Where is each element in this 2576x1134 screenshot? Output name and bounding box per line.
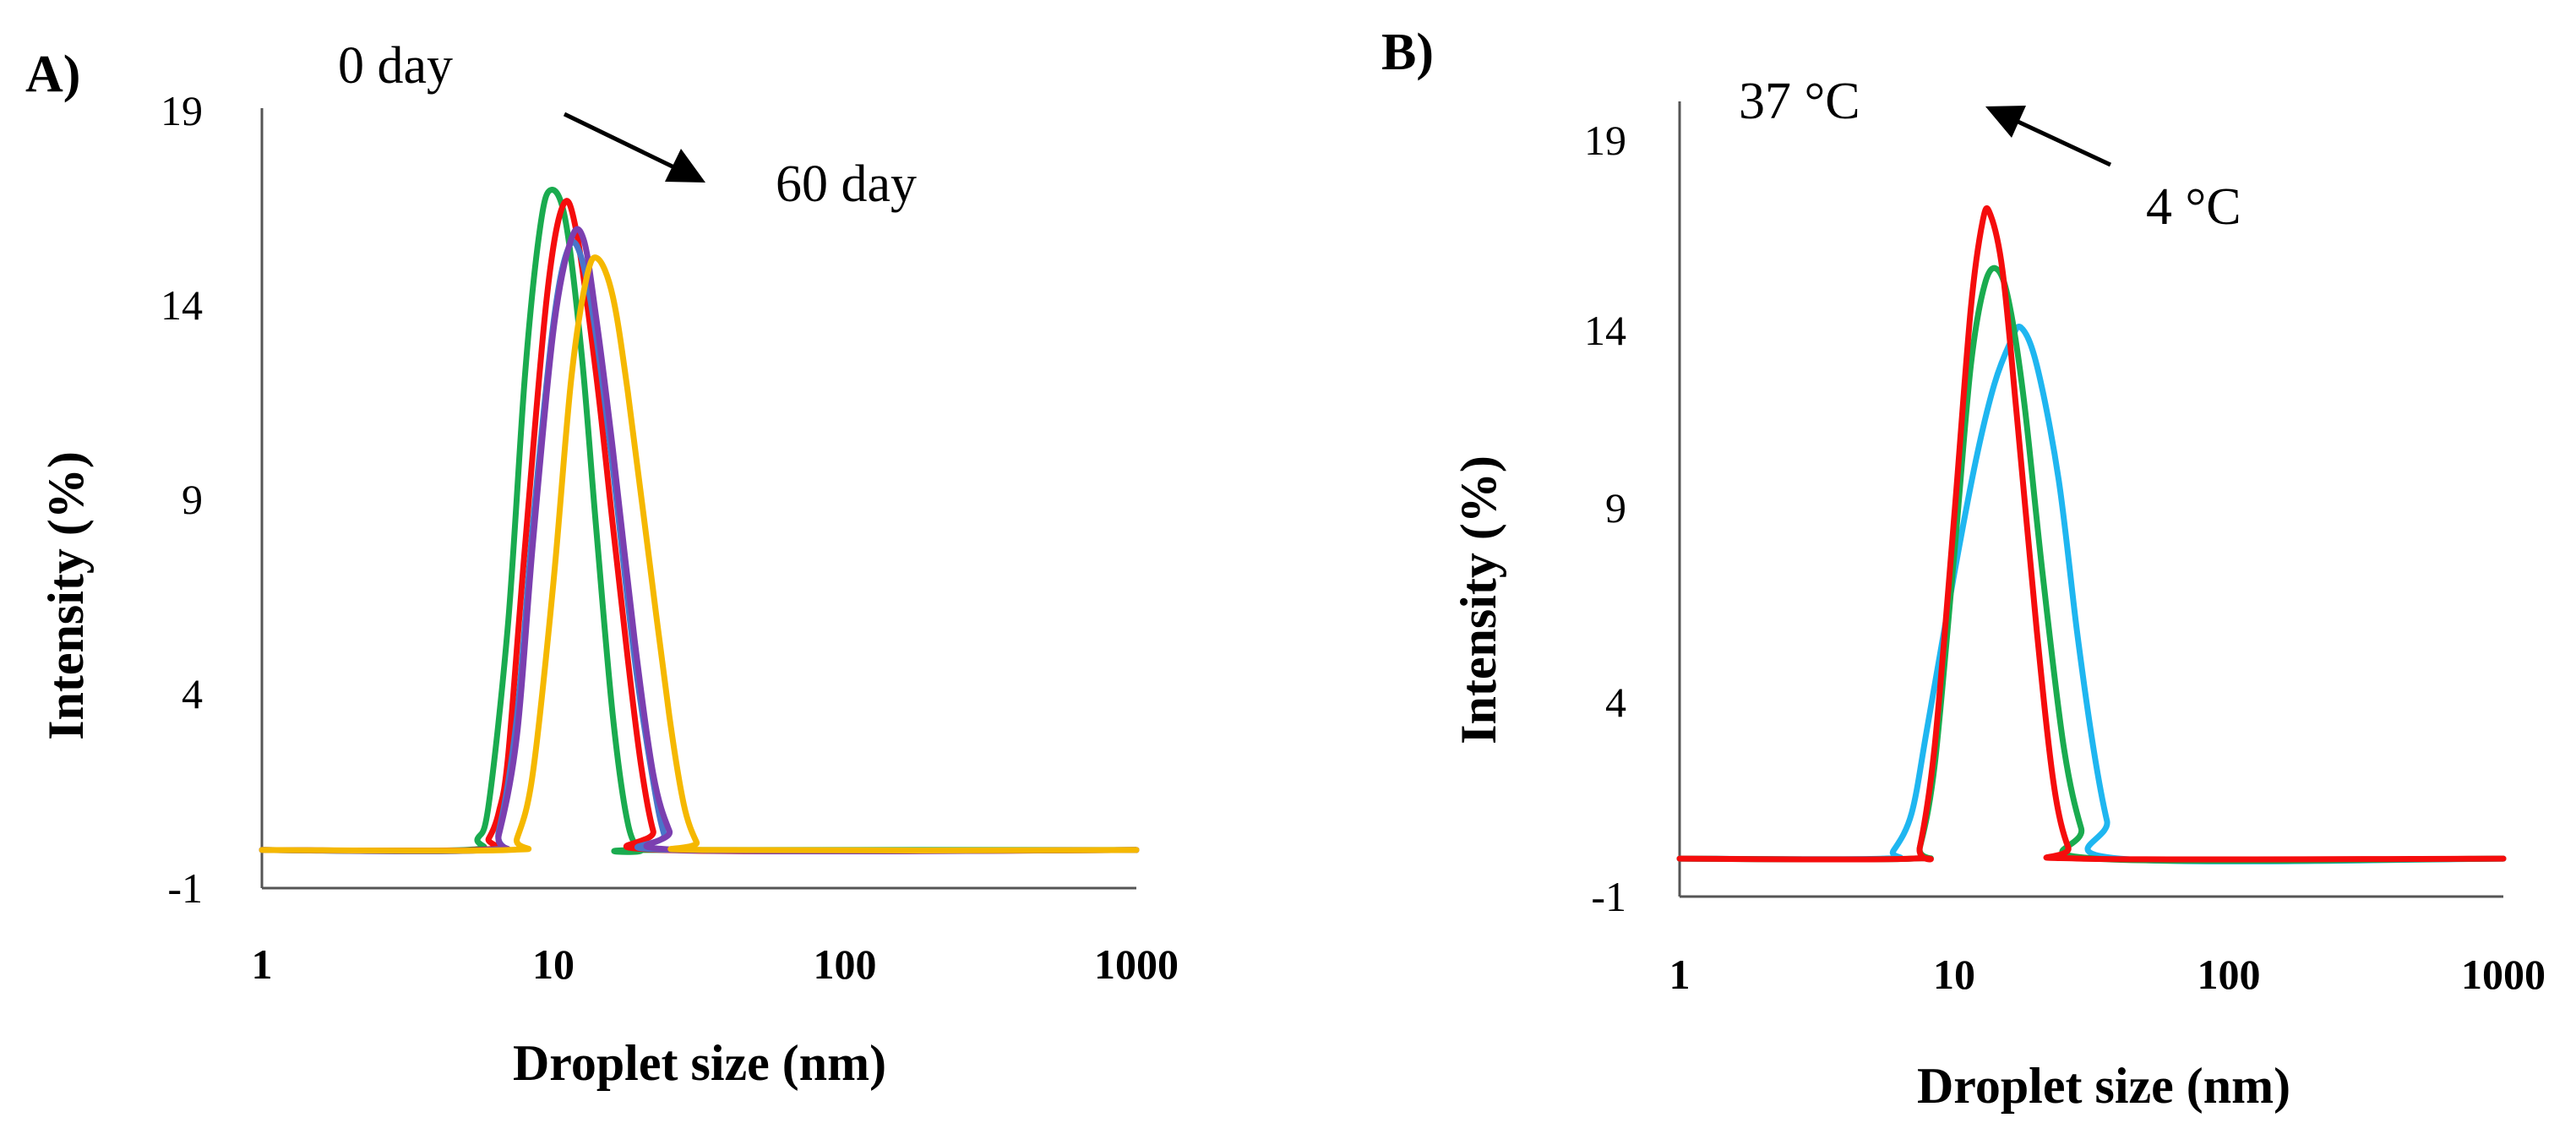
panel-b: B) Intensity (%) -1 4 9 14 19 1 10 100 1… [1381,24,2546,1114]
panel-a-series-line-red [259,198,1140,855]
panel-a-xtick-label: 100 [814,940,877,988]
panel-a: A) Intensity (%) -1 4 9 14 19 1 10 100 1… [25,37,1179,1091]
panel-a-xtick-labels: 1 10 100 1000 [252,940,1179,988]
annotation-start-label-b: 4 °C [2146,178,2241,236]
panel-b-ytick-label: 4 [1605,679,1626,726]
panel-b-series-line-red [1676,204,2507,863]
annotation-start-label-a: 0 day [338,37,453,95]
panel-b-ytick-label: -1 [1591,873,1626,920]
annotation-end-label-b: 37 °C [1739,73,1860,130]
panel-b-xtick-label: 1 [1669,951,1691,998]
panel-b-ytick-label: 19 [1584,117,1626,164]
panel-b-label: B) [1381,24,1434,81]
annotation-arrow-b [1985,106,2112,167]
panel-b-xtick-label: 100 [2197,951,2261,998]
panel-b-series-line-cyan [1676,324,2507,864]
panel-a-series-line-green [259,187,1140,855]
panel-b-ylabel: Intensity (%) [1451,455,1506,744]
annotation-end-label-a: 60 day [776,155,917,213]
panel-b-series-line-green [1676,264,2507,864]
panel-b-xtick-label: 1000 [2461,951,2546,998]
panel-a-series-group [259,187,1140,855]
panel-a-ytick-labels: -1 4 9 14 19 [161,87,203,912]
panel-b-series-group [1676,204,2507,864]
panel-b-xtick-label: 10 [1933,951,1975,998]
panel-a-series-line-blue [259,239,1140,855]
panel-a-xtick-label: 10 [532,940,575,988]
panel-b-ytick-labels: -1 4 9 14 19 [1584,117,1626,920]
panel-a-ylabel: Intensity (%) [38,451,94,740]
panel-b-ytick-label: 14 [1584,307,1626,354]
annotation-arrow-a [563,112,705,183]
panel-a-xtick-label: 1 [252,940,273,988]
panel-a-series-line-purple [259,226,1140,855]
panel-b-xtick-labels: 1 10 100 1000 [1669,951,2546,998]
panel-b-xlabel: Droplet size (nm) [1917,1058,2290,1114]
panel-a-series-line-yellow [259,254,1140,854]
panel-a-ytick-label: 9 [182,476,203,523]
panel-a-ytick-label: 4 [182,670,203,717]
panel-a-ytick-label: 19 [161,87,203,134]
panel-a-xtick-label: 1000 [1094,940,1179,988]
panel-a-ytick-label: 14 [161,281,203,329]
panel-b-ytick-label: 9 [1605,484,1626,532]
panel-a-xlabel: Droplet size (nm) [513,1035,886,1091]
panel-a-label: A) [25,46,80,103]
panel-a-ytick-label: -1 [167,864,203,912]
